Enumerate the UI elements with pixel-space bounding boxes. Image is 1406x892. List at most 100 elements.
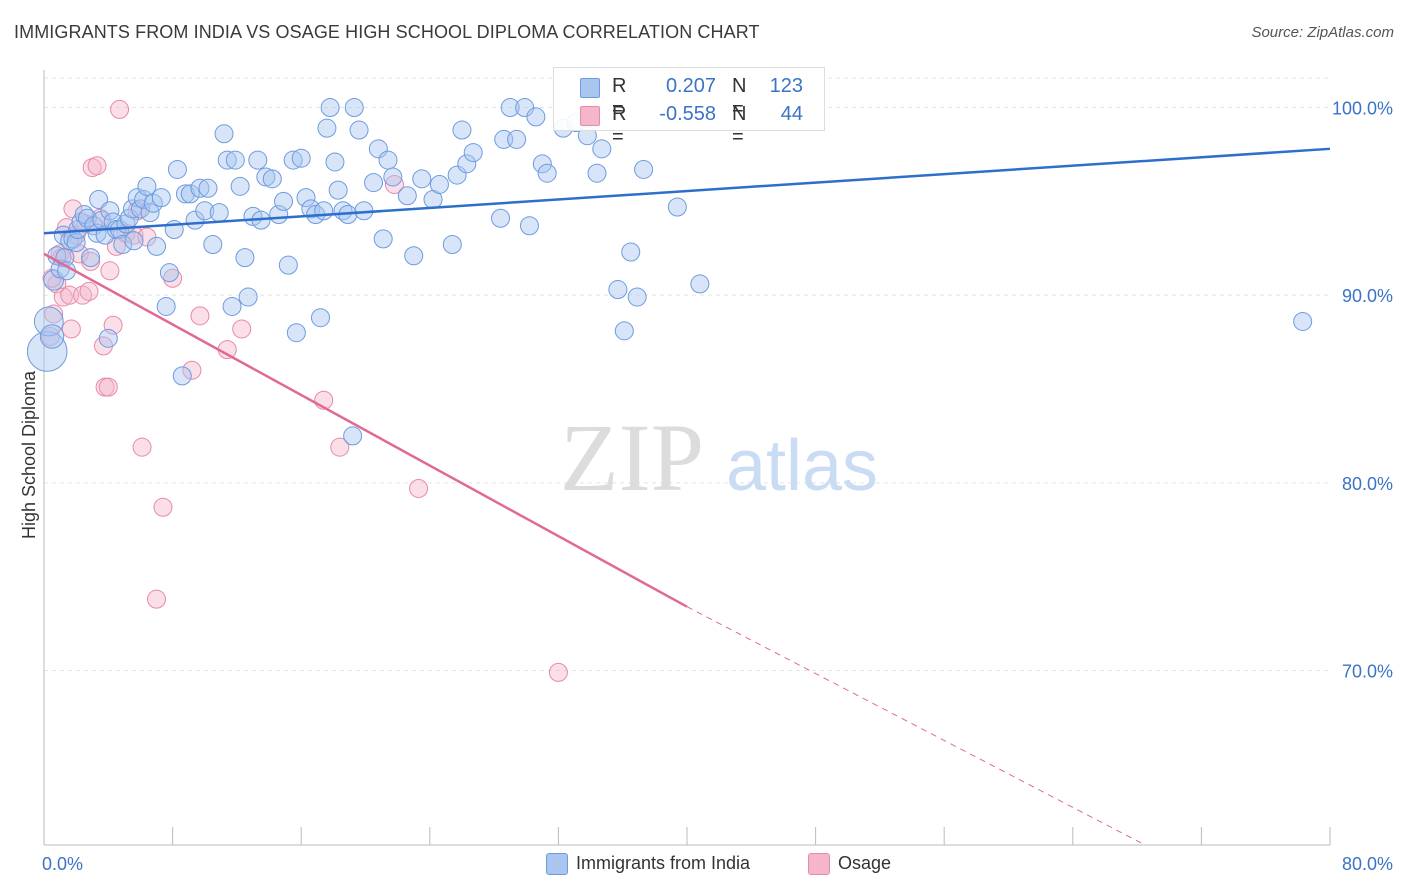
r-label: R = bbox=[612, 75, 627, 120]
tick-labels: 70.0% 80.0% 90.0% 100.0% 0.0% 80.0% bbox=[42, 99, 1393, 874]
india-point bbox=[404, 246, 424, 266]
n-value: 44 bbox=[780, 103, 803, 125]
india-point bbox=[1293, 311, 1313, 331]
osage-point bbox=[100, 261, 120, 281]
india-point bbox=[507, 129, 527, 149]
india-point bbox=[81, 248, 101, 268]
india-point bbox=[74, 204, 94, 224]
india-point bbox=[222, 296, 242, 316]
india-point bbox=[214, 124, 234, 144]
x-tick-label-min: 0.0% bbox=[42, 854, 83, 874]
osage-swatch bbox=[580, 106, 600, 126]
india-point bbox=[592, 139, 612, 159]
osage-point bbox=[110, 99, 130, 119]
india-point bbox=[26, 331, 68, 372]
india-point bbox=[608, 280, 628, 300]
r-value: 0.207 bbox=[665, 75, 716, 97]
india-point bbox=[364, 173, 384, 193]
india-point bbox=[296, 188, 316, 208]
osage-point bbox=[190, 306, 210, 326]
india-point bbox=[137, 176, 157, 196]
india-point bbox=[325, 152, 345, 172]
india-point bbox=[225, 150, 245, 170]
osage-legend-label: Osage bbox=[838, 853, 892, 873]
osage-point bbox=[232, 319, 252, 339]
osage-point bbox=[53, 287, 73, 307]
india-point bbox=[248, 150, 268, 170]
india-point bbox=[412, 169, 432, 189]
osage-point bbox=[79, 281, 99, 301]
axes bbox=[43, 70, 1331, 846]
osage-point bbox=[384, 174, 404, 194]
india-point bbox=[291, 148, 311, 168]
r-value: -0.558 bbox=[659, 103, 716, 125]
india-point bbox=[209, 203, 229, 223]
trend-lines bbox=[43, 147, 1331, 846]
osage-point bbox=[73, 285, 93, 305]
india-point bbox=[634, 159, 654, 179]
india-point bbox=[621, 242, 641, 262]
india-point bbox=[274, 191, 294, 211]
india-point bbox=[175, 184, 195, 204]
india-point bbox=[344, 98, 364, 118]
india-point bbox=[457, 154, 477, 174]
india-point bbox=[349, 120, 369, 140]
osage-point bbox=[182, 360, 202, 380]
india-point bbox=[373, 229, 393, 249]
osage-point bbox=[147, 589, 167, 609]
india-point bbox=[383, 167, 403, 187]
india-point bbox=[368, 139, 388, 159]
india-point bbox=[515, 98, 535, 118]
osage-point bbox=[132, 437, 152, 457]
india-point bbox=[63, 229, 83, 249]
osage-point bbox=[98, 377, 118, 397]
chart-title: IMMIGRANTS FROM INDIA VS OSAGE HIGH SCHO… bbox=[14, 22, 760, 42]
india-point bbox=[100, 201, 120, 221]
source-credit: Source: ZipAtlas.com bbox=[1251, 24, 1394, 41]
osage-point bbox=[548, 662, 568, 682]
y-tick-label: 90.0% bbox=[1342, 286, 1393, 306]
india-point bbox=[256, 167, 276, 187]
india-points bbox=[26, 98, 1313, 446]
india-point bbox=[167, 159, 187, 179]
india-point bbox=[33, 306, 64, 337]
india-point bbox=[447, 165, 467, 185]
india-point bbox=[198, 178, 218, 198]
india-point bbox=[203, 235, 223, 255]
india-point bbox=[500, 98, 520, 118]
osage-point bbox=[87, 156, 107, 176]
india-point bbox=[328, 180, 348, 200]
osage-point bbox=[330, 437, 350, 457]
india-point bbox=[310, 308, 330, 328]
osage-trend-line bbox=[43, 252, 688, 608]
osage-legend-swatch bbox=[808, 853, 830, 875]
india-point bbox=[113, 235, 133, 255]
india-point bbox=[195, 201, 215, 221]
india-point bbox=[98, 328, 118, 348]
india-point bbox=[77, 208, 97, 228]
india-trend-line bbox=[43, 147, 1331, 235]
india-point bbox=[147, 236, 167, 256]
n-label: N = bbox=[732, 75, 747, 120]
india-point bbox=[180, 184, 200, 204]
india-point bbox=[491, 208, 511, 228]
india-point bbox=[159, 263, 179, 283]
india-point bbox=[124, 231, 144, 251]
x-tick-label-max: 80.0% bbox=[1342, 854, 1393, 874]
india-point bbox=[397, 186, 417, 206]
india-point bbox=[39, 324, 65, 349]
india-point bbox=[262, 169, 282, 189]
india-point bbox=[537, 163, 557, 183]
india-point bbox=[89, 189, 109, 209]
india-point bbox=[320, 98, 340, 118]
y-tick-label: 80.0% bbox=[1342, 474, 1393, 494]
osage-point bbox=[106, 236, 126, 256]
y-axis-label: High School Diploma bbox=[19, 370, 39, 539]
india-point bbox=[526, 107, 546, 127]
india-point bbox=[463, 143, 483, 163]
india-point bbox=[172, 366, 192, 386]
watermark-zip: ZIP bbox=[560, 404, 704, 511]
india-point bbox=[190, 178, 210, 198]
india-legend-label: Immigrants from India bbox=[576, 853, 751, 873]
